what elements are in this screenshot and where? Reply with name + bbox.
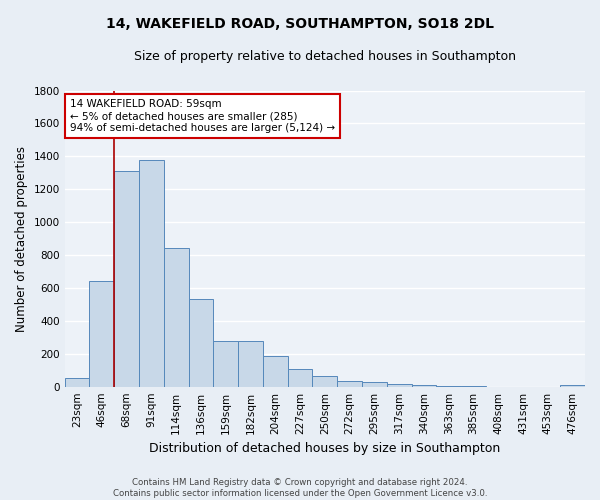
Bar [89, 280, 114, 386]
Text: 14, WAKEFIELD ROAD, SOUTHAMPTON, SO18 2DL: 14, WAKEFIELD ROAD, SOUTHAMPTON, SO18 2D… [106, 18, 494, 32]
Text: 14 WAKEFIELD ROAD: 59sqm
← 5% of detached houses are smaller (285)
94% of semi-d: 14 WAKEFIELD ROAD: 59sqm ← 5% of detache… [70, 100, 335, 132]
Bar [139, 160, 164, 386]
Bar [214, 342, 238, 386]
Bar [287, 370, 313, 386]
Bar [412, 385, 436, 386]
X-axis label: Distribution of detached houses by size in Southampton: Distribution of detached houses by size … [149, 442, 500, 455]
Bar [387, 384, 412, 386]
Bar [164, 248, 188, 386]
Title: Size of property relative to detached houses in Southampton: Size of property relative to detached ho… [134, 50, 516, 63]
Bar [362, 382, 387, 386]
Bar [560, 385, 585, 386]
Bar [238, 342, 263, 386]
Bar [114, 171, 139, 386]
Y-axis label: Number of detached properties: Number of detached properties [15, 146, 28, 332]
Bar [65, 378, 89, 386]
Text: Contains HM Land Registry data © Crown copyright and database right 2024.
Contai: Contains HM Land Registry data © Crown c… [113, 478, 487, 498]
Bar [337, 381, 362, 386]
Bar [263, 356, 287, 386]
Bar [313, 376, 337, 386]
Bar [188, 300, 214, 386]
